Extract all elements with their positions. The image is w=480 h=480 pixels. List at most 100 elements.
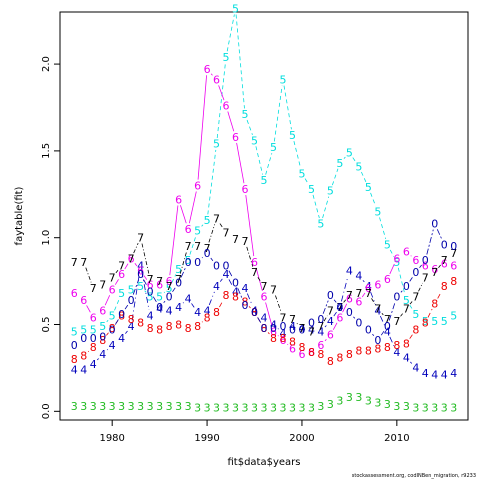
data-point: 6 [137, 264, 144, 277]
data-point: 6 [99, 304, 106, 317]
series-segment [324, 339, 327, 342]
data-point: 5 [99, 320, 106, 333]
data-point: 6 [403, 245, 410, 258]
data-point: 0 [71, 339, 78, 352]
data-point: 4 [90, 358, 97, 371]
series-segment [131, 271, 141, 321]
series-segment [410, 361, 413, 364]
data-point: 0 [99, 330, 106, 343]
data-point: 8 [71, 353, 78, 366]
data-point: 3 [393, 400, 400, 413]
data-point: 8 [355, 344, 362, 357]
data-point: 3 [137, 400, 144, 413]
data-point: 7 [374, 303, 381, 316]
data-point: 5 [71, 325, 78, 338]
data-point: 4 [137, 259, 144, 272]
data-point: 8 [185, 322, 192, 335]
data-point: 3 [355, 391, 362, 404]
data-point: 7 [128, 252, 135, 265]
data-point: 0 [336, 301, 343, 314]
data-point: 6 [175, 193, 182, 206]
series-segment [370, 192, 377, 207]
series-segment [331, 168, 339, 186]
data-point: 5 [90, 324, 97, 337]
series-segment [397, 267, 406, 295]
data-point: 5 [374, 205, 381, 218]
data-point: 7 [80, 256, 87, 269]
x-tick-label: 1990 [194, 433, 219, 444]
series-segment [333, 311, 337, 317]
data-point: 4 [441, 369, 448, 382]
data-point: 7 [99, 278, 106, 291]
data-point: 5 [289, 129, 296, 142]
data-point: 3 [317, 400, 324, 413]
data-point: 0 [242, 299, 249, 312]
series-segment [152, 296, 157, 303]
data-point: 6 [261, 291, 268, 304]
series-segment [188, 191, 197, 224]
data-point: 5 [137, 280, 144, 293]
data-point: 5 [232, 2, 239, 15]
data-point: 5 [204, 214, 211, 227]
data-point: 4 [336, 301, 343, 314]
series-segment [114, 279, 119, 285]
data-point: 8 [223, 289, 230, 302]
data-point: 4 [327, 315, 334, 328]
data-point: 0 [261, 322, 268, 335]
data-point: 5 [213, 138, 220, 151]
data-point: 7 [422, 271, 429, 284]
series-segment [201, 321, 203, 323]
data-point: 5 [80, 324, 87, 337]
data-point: 6 [450, 259, 457, 272]
series-segment [134, 263, 138, 267]
data-point: 6 [365, 282, 372, 295]
data-point: 3 [441, 402, 448, 415]
data-point: 6 [71, 287, 78, 300]
x-axis-label: fit$data$years [228, 457, 301, 468]
data-point: 4 [71, 363, 78, 376]
data-point: 4 [194, 306, 201, 319]
series-segment [343, 299, 347, 303]
series-segment [304, 178, 309, 185]
series-segment [228, 270, 234, 278]
data-point: 0 [308, 317, 315, 330]
data-point: 4 [166, 304, 173, 317]
data-point: 8 [346, 348, 353, 361]
y-axis: 0.0 0.5 1.0 1.5 2.0 [41, 56, 60, 419]
credit-text: stockassessment.org, codINBen_migration,… [351, 473, 476, 479]
series-segment [189, 236, 197, 255]
data-point: 5 [431, 315, 438, 328]
data-point: 0 [213, 259, 220, 272]
series-segment [132, 279, 139, 295]
series-segment [114, 319, 119, 325]
data-point: 0 [147, 285, 154, 298]
data-point: 3 [185, 400, 192, 413]
data-point: 8 [194, 320, 201, 333]
data-point: 0 [166, 291, 173, 304]
data-point: 3 [422, 402, 429, 415]
data-point: 3 [289, 402, 296, 415]
y-tick-label: 0.0 [41, 403, 52, 419]
series-segment [341, 276, 349, 302]
data-point: 3 [308, 402, 315, 415]
data-point: 7 [270, 284, 277, 297]
series-segment [419, 264, 422, 268]
data-point: 4 [403, 351, 410, 364]
series-segment [283, 85, 292, 130]
data-point: 4 [99, 348, 106, 361]
series-segment [380, 330, 385, 336]
data-point: 5 [441, 315, 448, 328]
series-segment [275, 295, 282, 313]
series-segment [182, 302, 184, 304]
data-point: 8 [403, 337, 410, 350]
data-point: 4 [128, 320, 135, 333]
series-segment [86, 305, 91, 313]
data-point: 8 [336, 351, 343, 364]
data-point: 0 [279, 320, 286, 333]
data-point: 4 [232, 285, 239, 298]
series-segment [400, 313, 403, 317]
data-point: 8 [99, 334, 106, 347]
y-axis-label: faytable(fit) [14, 186, 25, 245]
data-point: 8 [422, 317, 429, 330]
